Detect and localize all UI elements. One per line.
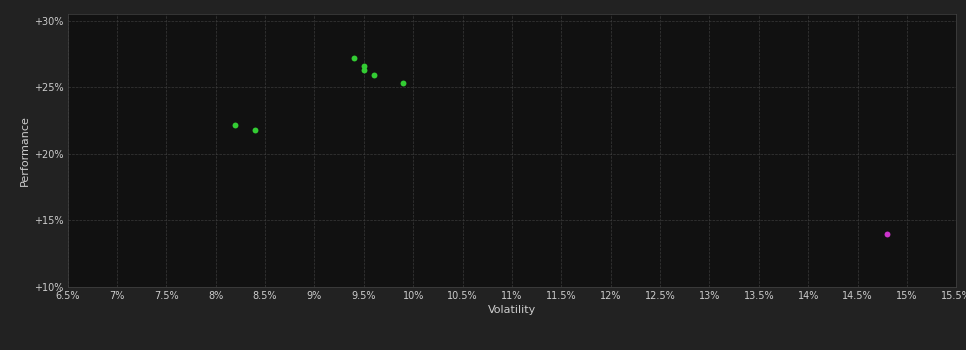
Point [396, 80, 412, 86]
Point [346, 55, 361, 61]
Point [366, 72, 382, 78]
Point [247, 127, 263, 133]
Y-axis label: Performance: Performance [19, 115, 30, 186]
Point [228, 122, 243, 127]
Point [356, 63, 372, 69]
Point [356, 67, 372, 73]
Point [879, 231, 895, 237]
X-axis label: Volatility: Volatility [488, 305, 536, 315]
